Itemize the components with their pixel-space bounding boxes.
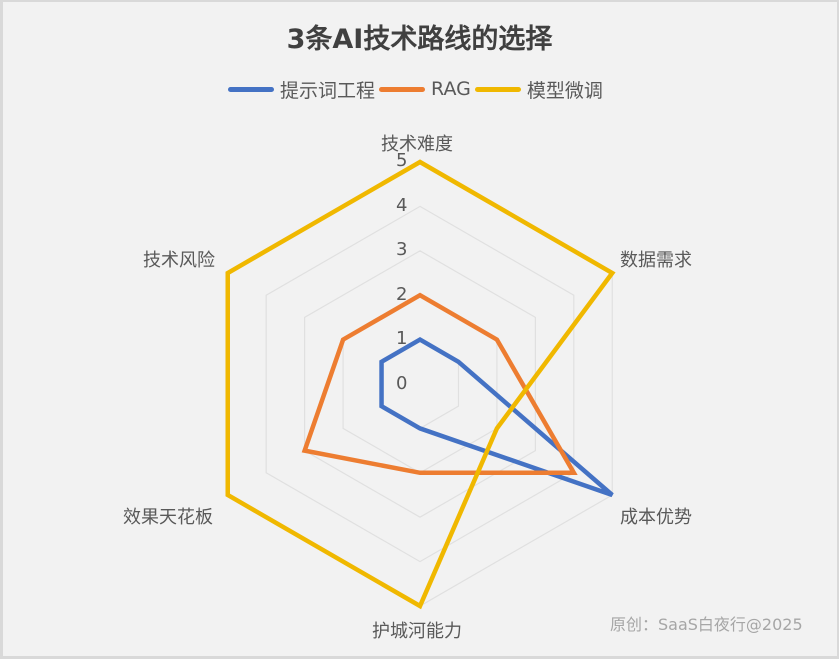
- radial-tick-1: 1: [396, 328, 408, 349]
- legend-label-rag: RAG: [431, 78, 471, 100]
- legend: 提示词工程 RAG 模型微调: [228, 76, 607, 102]
- radar-grid: [227, 161, 613, 607]
- legend-item-prompt: 提示词工程: [228, 76, 375, 103]
- series-line-2: [225, 159, 616, 610]
- radial-tick-2: 2: [396, 284, 408, 305]
- axis-label-tech-difficulty: 技术难度: [381, 134, 453, 155]
- legend-item-finetune: 模型微调: [474, 76, 603, 103]
- axis-label-data-demand: 数据需求: [620, 250, 692, 271]
- radar-series: [225, 159, 616, 610]
- radial-tick-3: 3: [396, 239, 408, 260]
- legend-swatch-prompt: [228, 86, 274, 92]
- axis-label-tech-risk: 技术风险: [143, 250, 215, 271]
- legend-swatch-finetune: [474, 86, 521, 92]
- credit-text: 原创：SaaS白夜行@2025: [610, 615, 803, 634]
- legend-swatch-rag: [379, 86, 426, 92]
- radial-tick-5: 5: [396, 150, 408, 171]
- chart-title: 3条AI技术路线的选择: [286, 24, 553, 55]
- grid-ring-5: [227, 161, 613, 607]
- grid-ring-3: [304, 250, 536, 518]
- radial-tick-4: 4: [396, 195, 408, 216]
- axis-label-performance-ceiling: 效果天花板: [123, 507, 213, 528]
- chart-area: [3, 2, 837, 656]
- series-line-0: [379, 337, 614, 498]
- legend-item-rag: RAG: [379, 78, 471, 100]
- series-line-1: [301, 292, 578, 476]
- legend-label-prompt: 提示词工程: [280, 79, 376, 102]
- axis-label-cost-advantage: 成本优势: [620, 507, 692, 528]
- grid-ring-4: [265, 205, 575, 563]
- legend-label-finetune: 模型微调: [526, 79, 603, 102]
- radial-tick-0: 0: [396, 373, 408, 394]
- axis-label-moat: 护城河能力: [372, 621, 462, 642]
